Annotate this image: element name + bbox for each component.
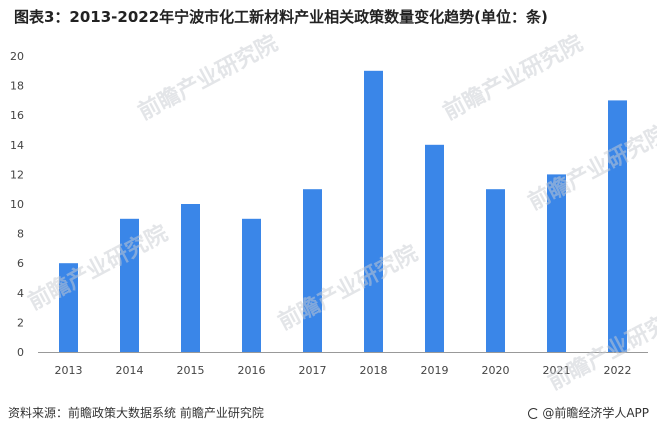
x-tick-label: 2017: [299, 364, 327, 377]
chart-title: 图表3：2013-2022年宁波市化工新材料产业相关政策数量变化趋势(单位：条): [14, 8, 548, 26]
bar-2014: [120, 218, 139, 352]
brand-logo-icon: [528, 408, 540, 419]
bar-2021: [547, 174, 566, 352]
bar-2015: [181, 204, 200, 352]
bar-2020: [486, 189, 505, 352]
x-tick-label: 2015: [177, 364, 205, 377]
bar-2016: [242, 218, 261, 352]
x-tick-label: 2016: [238, 364, 266, 377]
y-tick-label: 20: [10, 50, 24, 63]
y-tick-label: 8: [17, 228, 24, 241]
x-tick-label: 2014: [116, 364, 144, 377]
y-tick-label: 12: [10, 168, 24, 181]
bar-2019: [425, 144, 444, 352]
bar-2017: [303, 189, 322, 352]
bar-2022: [608, 100, 627, 353]
y-tick-label: 10: [10, 198, 24, 211]
source-note: 资料来源：前瞻政策大数据系统 前瞻产业研究院: [8, 406, 264, 420]
y-tick-label: 6: [17, 257, 24, 270]
y-tick-label: 16: [10, 109, 24, 122]
x-tick-label: 2022: [604, 364, 632, 377]
brand-note: @前瞻经济学人APP: [528, 404, 649, 421]
brand-text: @前瞻经济学人APP: [542, 406, 649, 420]
bars: [59, 70, 627, 353]
bar-2018: [364, 70, 383, 353]
y-tick-label: 0: [17, 346, 24, 359]
y-tick-label: 18: [10, 80, 24, 93]
x-tick-label: 2013: [55, 364, 83, 377]
bar-2013: [59, 263, 78, 352]
x-tick-label: 2019: [421, 364, 449, 377]
y-tick-label: 4: [17, 287, 24, 300]
x-tick-label: 2018: [360, 364, 388, 377]
x-tick-label: 2021: [543, 364, 571, 377]
y-tick-label: 14: [10, 139, 24, 152]
y-tick-label: 2: [17, 316, 24, 329]
x-axis-ticks: 2013 2014 2015 2016 2017 2018 2019 2020 2021 2022: [55, 364, 632, 377]
x-tick-label: 2020: [482, 364, 510, 377]
y-axis-ticks: 0 2 4 6 8 10 12 14 16 18 20: [10, 50, 24, 359]
